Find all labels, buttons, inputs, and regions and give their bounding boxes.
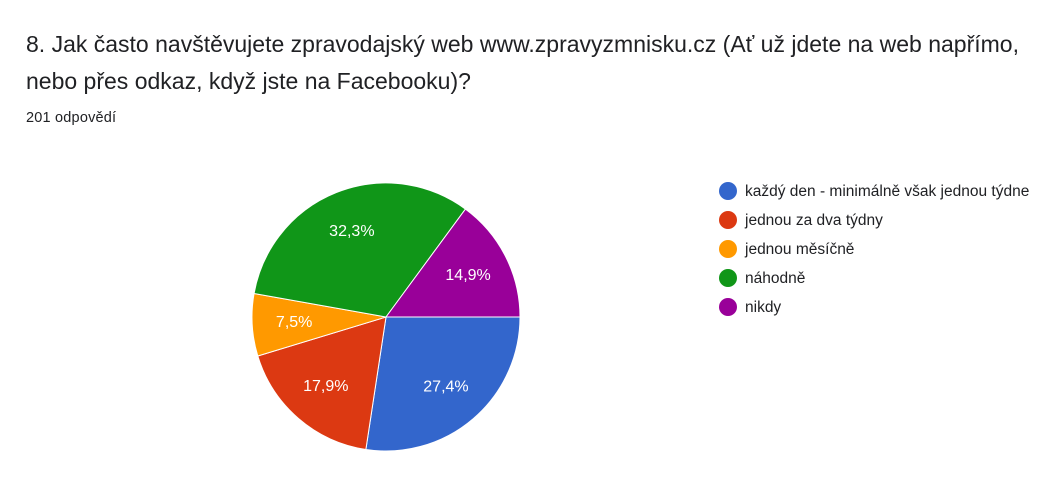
pie-slice-labels: 27,4% 17,9% 7,5% 32,3% 14,9%	[276, 223, 491, 395]
legend-color-dot-icon	[719, 182, 737, 200]
slice-percent-label: 7,5%	[276, 314, 312, 331]
legend-label: každý den - minimálně však jednou týdne	[745, 183, 1030, 200]
pie-slices	[251, 182, 521, 452]
pie-slice[interactable]	[385, 208, 521, 318]
legend-color-dot-icon	[719, 298, 737, 316]
slice-percent-label: 17,9%	[303, 378, 348, 395]
legend-label: jednou za dva týdny	[745, 212, 883, 229]
pie-slice[interactable]	[257, 316, 387, 451]
legend-color-dot-icon	[719, 240, 737, 258]
legend-item[interactable]: jednou měsíčně	[719, 237, 1039, 262]
legend-color-dot-icon	[719, 211, 737, 229]
legend-label: jednou měsíčně	[745, 241, 855, 258]
slice-percent-label: 27,4%	[423, 378, 468, 395]
legend-label: náhodně	[745, 270, 806, 287]
response-count: 201 odpovědí	[26, 110, 117, 126]
legend-item[interactable]: každý den - minimálně však jednou týdne	[719, 179, 1039, 204]
legend-label: nikdy	[745, 299, 782, 316]
pie-slice[interactable]	[365, 316, 521, 452]
pie-chart: 27,4% 17,9% 7,5% 32,3% 14,9%	[251, 182, 521, 452]
legend-color-dot-icon	[719, 269, 737, 287]
legend-item[interactable]: náhodně	[719, 266, 1039, 291]
slice-percent-label: 32,3%	[329, 223, 374, 240]
pie-slice[interactable]	[253, 182, 467, 318]
question-title: 8. Jak často navštěvujete zpravodajský w…	[26, 31, 1019, 94]
legend-item[interactable]: nikdy	[719, 295, 1039, 320]
legend-item[interactable]: jednou za dva týdny	[719, 208, 1039, 233]
chart-legend: každý den - minimálně však jednou týdne j…	[719, 179, 1039, 324]
slice-percent-label: 14,9%	[445, 267, 490, 284]
